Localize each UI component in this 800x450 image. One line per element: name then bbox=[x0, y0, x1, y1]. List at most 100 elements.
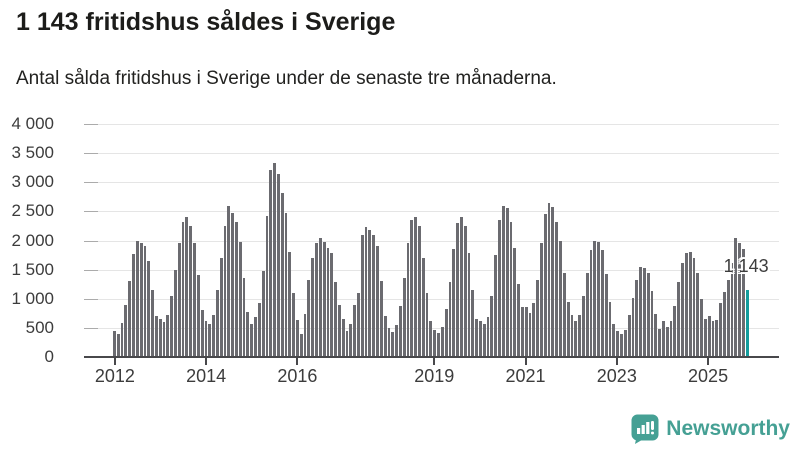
y-axis-label: 1 500 bbox=[11, 259, 54, 279]
bar bbox=[730, 262, 734, 357]
bar bbox=[631, 297, 635, 357]
bar bbox=[322, 241, 326, 357]
bar bbox=[398, 306, 402, 357]
bar bbox=[296, 319, 299, 357]
bar bbox=[357, 292, 360, 357]
bar bbox=[250, 324, 254, 357]
bar bbox=[490, 295, 494, 357]
bar bbox=[543, 214, 547, 357]
bar bbox=[257, 303, 261, 357]
bar bbox=[673, 306, 677, 357]
bar bbox=[448, 282, 452, 357]
bar bbox=[555, 221, 559, 357]
bar bbox=[269, 170, 273, 357]
bar bbox=[639, 267, 642, 357]
bar bbox=[154, 316, 158, 357]
bar bbox=[162, 322, 166, 357]
bar bbox=[341, 319, 345, 357]
bar bbox=[696, 273, 700, 357]
bar bbox=[147, 260, 151, 357]
x-axis-year-label: 2021 bbox=[505, 366, 546, 386]
bar bbox=[646, 273, 650, 357]
bar bbox=[143, 246, 147, 357]
bar bbox=[212, 315, 215, 357]
bar bbox=[292, 293, 295, 357]
bar bbox=[265, 216, 269, 357]
bar bbox=[608, 301, 612, 357]
bar bbox=[299, 334, 303, 357]
bar bbox=[139, 243, 143, 357]
bar bbox=[315, 243, 318, 357]
bar bbox=[276, 174, 280, 357]
bar bbox=[486, 317, 490, 357]
bar bbox=[273, 163, 276, 357]
bar bbox=[116, 333, 120, 357]
bar bbox=[482, 324, 486, 357]
bar bbox=[193, 243, 196, 357]
bar bbox=[166, 315, 170, 357]
bar bbox=[509, 221, 513, 357]
bar bbox=[223, 225, 227, 357]
bar bbox=[498, 220, 501, 357]
bar bbox=[658, 329, 661, 357]
bar bbox=[452, 249, 456, 357]
chart-subtitle: Antal sålda fritidshus i Sverige under d… bbox=[16, 68, 557, 89]
bar bbox=[463, 225, 467, 357]
brand-name: Newsworthy bbox=[666, 417, 790, 440]
bar bbox=[547, 202, 551, 357]
bar bbox=[616, 330, 620, 357]
bar bbox=[692, 257, 696, 357]
x-axis-tick bbox=[524, 358, 527, 365]
newsworthy-logo[interactable]: Newsworthy bbox=[631, 413, 790, 445]
bar bbox=[536, 280, 539, 357]
bar bbox=[642, 267, 646, 357]
bar bbox=[581, 295, 585, 357]
bar bbox=[570, 315, 574, 357]
bar bbox=[383, 316, 387, 357]
bar bbox=[524, 306, 528, 357]
bar bbox=[284, 213, 288, 357]
bar bbox=[479, 320, 482, 357]
bar bbox=[353, 304, 356, 357]
x-axis-year-label: 2019 bbox=[414, 366, 455, 386]
bar bbox=[517, 283, 520, 357]
bar bbox=[337, 304, 341, 357]
bar bbox=[318, 238, 322, 357]
bar bbox=[738, 243, 742, 357]
bar bbox=[597, 242, 600, 357]
bar bbox=[345, 330, 349, 357]
bar bbox=[429, 320, 433, 357]
bar bbox=[307, 280, 311, 357]
bar bbox=[734, 237, 738, 357]
bar bbox=[414, 217, 417, 357]
bar bbox=[681, 262, 684, 357]
bar bbox=[456, 223, 459, 357]
bar bbox=[700, 298, 703, 357]
bar bbox=[360, 234, 364, 357]
bar bbox=[402, 278, 406, 357]
bar bbox=[433, 330, 437, 357]
bar bbox=[612, 324, 616, 357]
bar bbox=[177, 243, 181, 357]
bar bbox=[540, 243, 543, 357]
bar bbox=[185, 217, 189, 357]
x-axis-tick bbox=[205, 358, 208, 365]
bar bbox=[459, 217, 463, 357]
bar bbox=[410, 220, 414, 357]
bar bbox=[418, 225, 421, 357]
bar bbox=[585, 272, 589, 357]
y-axis-label: 500 bbox=[25, 317, 54, 337]
bar bbox=[124, 304, 128, 357]
bar bbox=[719, 303, 722, 357]
x-axis-year-label: 2025 bbox=[688, 366, 729, 386]
bar bbox=[601, 250, 604, 357]
x-axis-year-label: 2014 bbox=[186, 366, 227, 386]
bar bbox=[562, 272, 566, 357]
bar bbox=[444, 309, 448, 357]
bar bbox=[288, 252, 292, 357]
bar bbox=[650, 290, 654, 357]
x-axis-year-label: 2023 bbox=[596, 366, 637, 386]
bar bbox=[208, 324, 212, 357]
bar bbox=[593, 240, 597, 357]
bar bbox=[665, 327, 669, 357]
